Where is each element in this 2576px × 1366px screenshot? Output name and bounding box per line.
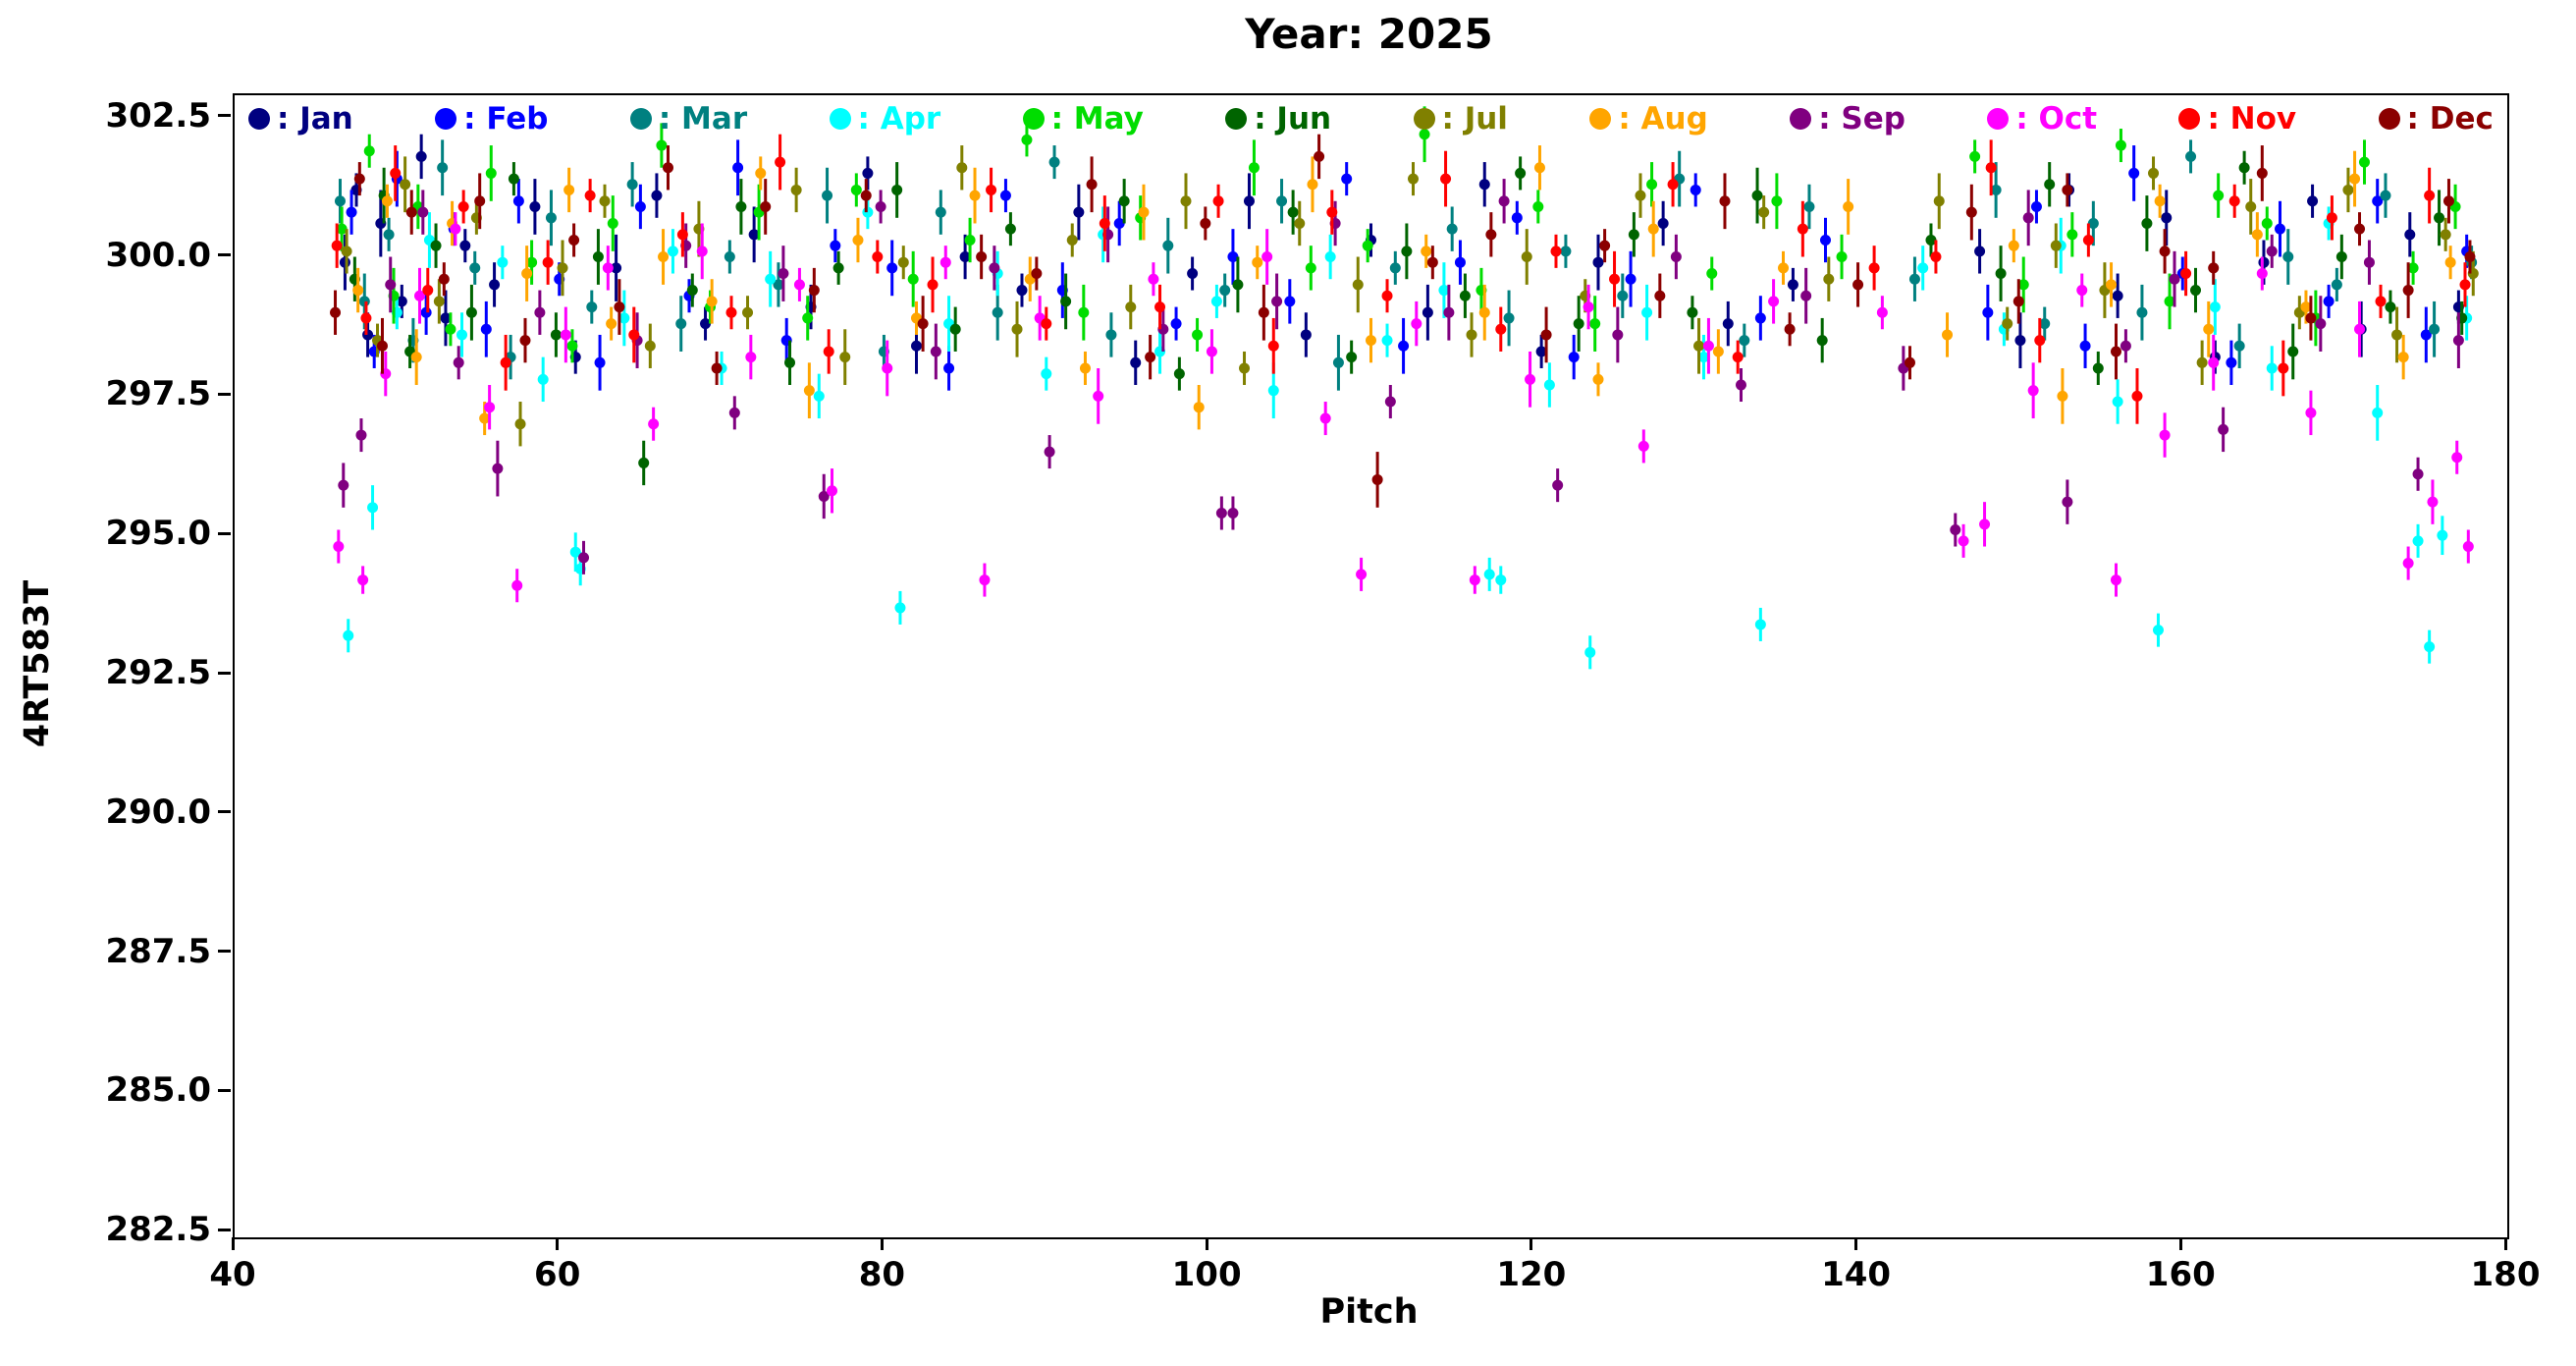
x-tick (2178, 1237, 2182, 1250)
y-tick (218, 253, 231, 257)
x-tick-label: 160 (2145, 1255, 2216, 1294)
series-jul (341, 145, 2479, 447)
series-nov (331, 134, 2471, 424)
x-tick-label: 80 (858, 1255, 906, 1294)
series-jan (339, 134, 2464, 386)
x-tick (1854, 1237, 1858, 1250)
y-tick (218, 1228, 231, 1231)
x-tick-label: 40 (209, 1255, 256, 1294)
y-axis-label: 4RT583T (18, 579, 57, 748)
series-aug (352, 145, 2456, 436)
y-tick (218, 1088, 231, 1092)
x-tick-label: 60 (534, 1255, 581, 1294)
y-tick-label: 300.0 (105, 235, 211, 275)
y-tick-label: 302.5 (105, 95, 211, 136)
plot-area: : Jan: Feb: Mar: Apr: May: Jun: Jul: Aug… (233, 93, 2509, 1239)
y-tick-label: 287.5 (105, 931, 211, 971)
x-tick (556, 1237, 560, 1250)
scatter-points-svg (330, 106, 2479, 670)
y-tick-label: 297.5 (105, 374, 211, 414)
y-tick-label: 285.0 (105, 1070, 211, 1111)
y-tick-label: 282.5 (105, 1210, 211, 1250)
series-sep (338, 179, 2464, 574)
y-tick (218, 392, 231, 396)
x-tick-label: 180 (2470, 1255, 2541, 1294)
y-tick (218, 950, 231, 954)
series-dec (330, 134, 2476, 508)
x-tick (231, 1237, 235, 1250)
chart-title: Year: 2025 (1245, 10, 1493, 58)
y-tick (218, 810, 231, 814)
y-tick-label: 292.5 (105, 653, 211, 692)
y-tick (218, 671, 231, 675)
series-jun (349, 150, 2468, 486)
y-tick (218, 114, 231, 118)
x-tick (1530, 1237, 1533, 1250)
x-tick-label: 140 (1821, 1255, 1892, 1294)
y-tick (218, 531, 231, 535)
x-tick-label: 100 (1171, 1255, 1242, 1294)
x-axis-label: Pitch (1319, 1292, 1419, 1332)
y-tick-label: 295.0 (105, 514, 211, 554)
series-oct (333, 212, 2474, 603)
y-tick-label: 290.0 (105, 792, 211, 832)
x-tick (1205, 1237, 1208, 1250)
x-tick-label: 120 (1496, 1255, 1567, 1294)
x-tick (880, 1237, 884, 1250)
x-tick (2503, 1237, 2507, 1250)
